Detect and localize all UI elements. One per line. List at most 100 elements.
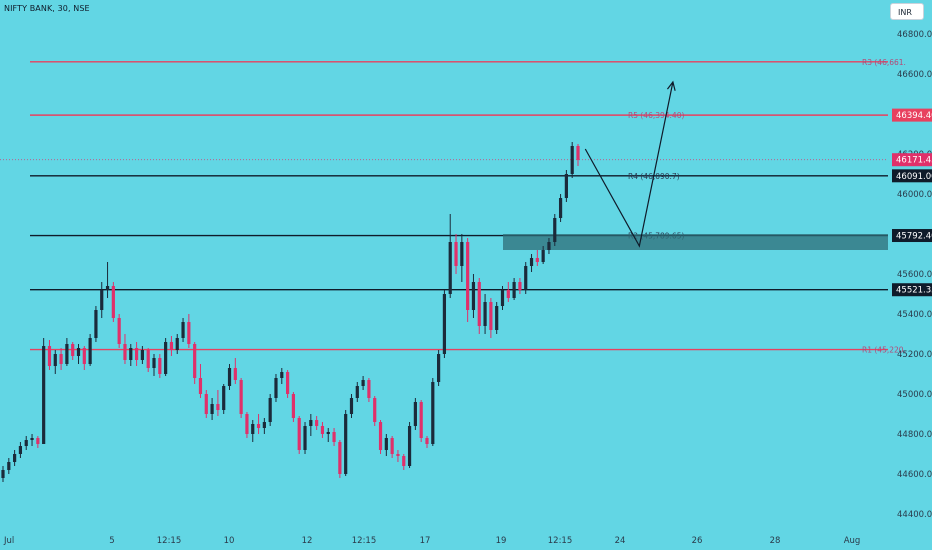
candle-body bbox=[297, 418, 301, 450]
candle-body bbox=[94, 310, 98, 338]
candle-body bbox=[262, 422, 266, 428]
candle-body bbox=[100, 290, 104, 310]
candle-body bbox=[378, 422, 383, 450]
candle-body bbox=[477, 282, 481, 326]
price-badge bbox=[892, 283, 932, 297]
time-tick-label: 5 bbox=[109, 536, 114, 546]
price-tick-label: 46600.00 bbox=[897, 70, 932, 80]
candle-body bbox=[570, 146, 574, 174]
candle-body bbox=[59, 354, 63, 364]
price-tick-label: 45200.00 bbox=[897, 350, 932, 360]
candle-body bbox=[256, 424, 261, 428]
time-tick-label: 12:15 bbox=[352, 536, 377, 546]
price-badge bbox=[892, 108, 932, 122]
candle-body bbox=[460, 242, 464, 266]
candle-body bbox=[547, 242, 551, 250]
candle-body bbox=[76, 348, 81, 356]
currency-button[interactable]: INR bbox=[890, 3, 924, 20]
candle-body bbox=[390, 438, 394, 454]
candle-body bbox=[541, 250, 545, 262]
candle-body bbox=[471, 282, 476, 310]
candle-body bbox=[384, 438, 388, 450]
candle-body bbox=[274, 378, 278, 398]
candle-body bbox=[111, 286, 115, 318]
candles-layer bbox=[1, 142, 580, 482]
candle-body bbox=[251, 424, 255, 434]
price-badge-label: 46394.40 bbox=[896, 111, 932, 121]
time-tick-label: 12:15 bbox=[548, 536, 573, 546]
candle-body bbox=[495, 306, 499, 330]
candle-body bbox=[152, 358, 156, 368]
candle-body bbox=[419, 402, 423, 438]
time-tick-label: Aug bbox=[844, 536, 861, 546]
candle-body bbox=[524, 266, 528, 290]
candle-body bbox=[512, 282, 516, 298]
candle-body bbox=[309, 420, 313, 426]
candle-body bbox=[529, 258, 534, 266]
candle-body bbox=[361, 380, 365, 386]
price-badge-label: 46171.45 bbox=[896, 156, 932, 166]
price-axis[interactable]: 44400.00 44600.00 44800.00 45000.00 45200.00… bbox=[892, 30, 932, 520]
candle-body bbox=[216, 404, 220, 410]
candle-body bbox=[437, 354, 441, 382]
candle-body bbox=[454, 242, 458, 266]
price-badge bbox=[892, 229, 932, 243]
price-tick-label: 46800.00 bbox=[897, 30, 932, 40]
price-badge bbox=[892, 169, 932, 183]
candle-body bbox=[506, 290, 510, 298]
candle-body bbox=[396, 454, 400, 456]
candle-body bbox=[245, 414, 249, 434]
time-axis[interactable]: Jul 5 12:15 10 12 12:15 17 19 12:15 24 26 28 Aug bbox=[3, 536, 860, 546]
candle-body bbox=[344, 414, 348, 474]
candle-body bbox=[338, 442, 342, 474]
candle-body bbox=[117, 318, 121, 344]
candle-body bbox=[518, 282, 522, 290]
time-tick-label: 26 bbox=[692, 536, 703, 546]
candle-body bbox=[18, 446, 23, 454]
price-tick-label: 45600.00 bbox=[897, 270, 932, 280]
price-badge-label: 45792.40 bbox=[896, 232, 932, 242]
candle-body bbox=[164, 342, 168, 374]
candle-body bbox=[268, 398, 272, 422]
candle-body bbox=[367, 380, 371, 398]
candle-body bbox=[134, 348, 139, 360]
levels-layer: R3 (46,661.R5 (46,394.40)R4 (46,090.7)R2… bbox=[0, 58, 906, 355]
price-tick-label: 46000.00 bbox=[897, 190, 932, 200]
candle-body bbox=[146, 350, 150, 368]
candle-body bbox=[105, 286, 110, 290]
level-label: R5 (46,394.40) bbox=[628, 111, 684, 120]
candle-body bbox=[489, 302, 493, 330]
candle-body bbox=[210, 404, 214, 414]
price-tick-label: 44600.00 bbox=[897, 470, 932, 480]
candle-body bbox=[181, 322, 185, 338]
demand-zone-layer bbox=[503, 234, 888, 250]
time-tick-label: 28 bbox=[770, 536, 781, 546]
time-tick-label: 19 bbox=[496, 536, 507, 546]
candle-body bbox=[407, 426, 412, 466]
level-label: R1 (45,220. bbox=[862, 346, 906, 355]
candle-body bbox=[227, 368, 232, 386]
price-badge-label: 45521.35 bbox=[896, 286, 932, 296]
candle-body bbox=[193, 344, 197, 378]
candle-body bbox=[291, 394, 296, 418]
candle-body bbox=[576, 146, 580, 160]
candle-body bbox=[320, 426, 325, 434]
demand-zone bbox=[503, 234, 888, 250]
price-tick-label: 45400.00 bbox=[897, 310, 932, 320]
candle-body bbox=[123, 344, 127, 360]
candle-body bbox=[349, 398, 354, 414]
candle-body bbox=[466, 242, 470, 310]
price-tick-label: 44800.00 bbox=[897, 430, 932, 440]
candle-body bbox=[558, 198, 563, 218]
candle-body bbox=[158, 358, 162, 374]
price-tick-label: 45000.00 bbox=[897, 390, 932, 400]
candle-body bbox=[65, 344, 69, 364]
candle-body bbox=[413, 402, 417, 426]
time-tick-label: 24 bbox=[615, 536, 626, 546]
candle-body bbox=[169, 342, 174, 350]
candle-body bbox=[553, 218, 557, 242]
candle-body bbox=[198, 378, 203, 394]
candle-body bbox=[24, 440, 28, 446]
